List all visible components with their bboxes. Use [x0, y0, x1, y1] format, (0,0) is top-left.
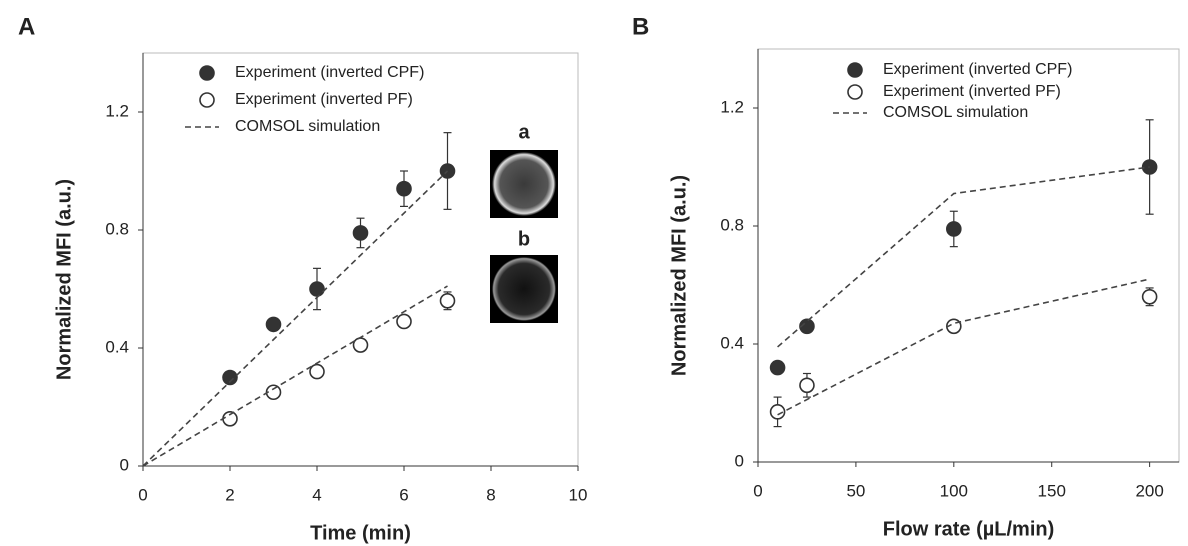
data-point: [396, 180, 412, 197]
y-tick-label: 0: [120, 455, 129, 474]
x-axis-title: Time (min): [310, 522, 411, 544]
x-tick-label: 0: [753, 481, 762, 500]
simulation-line: [777, 166, 1150, 348]
x-tick-label: 10: [569, 485, 588, 504]
data-point: [309, 281, 325, 297]
simulation-line: [142, 170, 449, 467]
panel-label: B: [632, 13, 649, 40]
simulation-line: [142, 285, 448, 467]
data-point: [222, 369, 238, 386]
legend-label: Experiment (inverted PF): [883, 83, 1061, 100]
data-point: [769, 404, 786, 420]
inset-image: [492, 152, 556, 216]
panel-label: A: [18, 13, 35, 40]
legend-swatch: [199, 65, 215, 81]
data-point: [1141, 288, 1158, 305]
x-tick-label: 50: [846, 481, 865, 500]
x-tick-label: 6: [399, 485, 408, 504]
y-axis-title: Normalized MFI (a.u.): [668, 175, 690, 376]
y-tick-label: 0.4: [720, 333, 744, 352]
x-axis-title: Flow rate (µL/min): [883, 518, 1055, 540]
x-tick-label: 150: [1038, 481, 1066, 500]
legend-label: Experiment (inverted PF): [235, 91, 413, 108]
y-tick-label: 0.8: [720, 215, 744, 234]
data-point: [309, 363, 325, 380]
y-tick-label: 0.4: [105, 337, 129, 356]
y-tick-label: 1.2: [720, 97, 744, 116]
simulation-line: [777, 278, 1150, 416]
legend-swatch: [847, 62, 863, 78]
data-point: [352, 225, 369, 241]
x-tick-label: 200: [1135, 481, 1163, 500]
legend-label: Experiment (inverted CPF): [883, 61, 1072, 78]
y-tick-label: 0: [735, 451, 744, 470]
y-tick-label: 0.8: [105, 219, 129, 238]
inset-image: [492, 257, 556, 321]
legend-label: COMSOL simulation: [235, 118, 380, 135]
data-point: [265, 316, 282, 333]
data-point: [352, 337, 369, 353]
inset-label: b: [518, 228, 530, 250]
inset-label: a: [518, 121, 530, 143]
y-axis-title: Normalized MFI (a.u.): [53, 179, 75, 380]
legend-swatch: [847, 84, 863, 100]
x-tick-label: 100: [940, 481, 968, 500]
data-point: [799, 318, 815, 335]
data-point: [799, 377, 815, 394]
legend-label: Experiment (inverted CPF): [235, 64, 424, 81]
data-point: [439, 292, 456, 309]
x-tick-label: 2: [225, 485, 234, 504]
legend-label: COMSOL simulation: [883, 104, 1028, 121]
x-tick-label: 4: [312, 485, 321, 504]
legend-swatch: [199, 92, 215, 108]
x-tick-label: 0: [138, 485, 147, 504]
data-point: [769, 359, 786, 376]
data-point: [396, 313, 412, 330]
data-point: [946, 221, 962, 237]
y-tick-label: 1.2: [105, 101, 129, 120]
x-tick-label: 8: [486, 485, 495, 504]
